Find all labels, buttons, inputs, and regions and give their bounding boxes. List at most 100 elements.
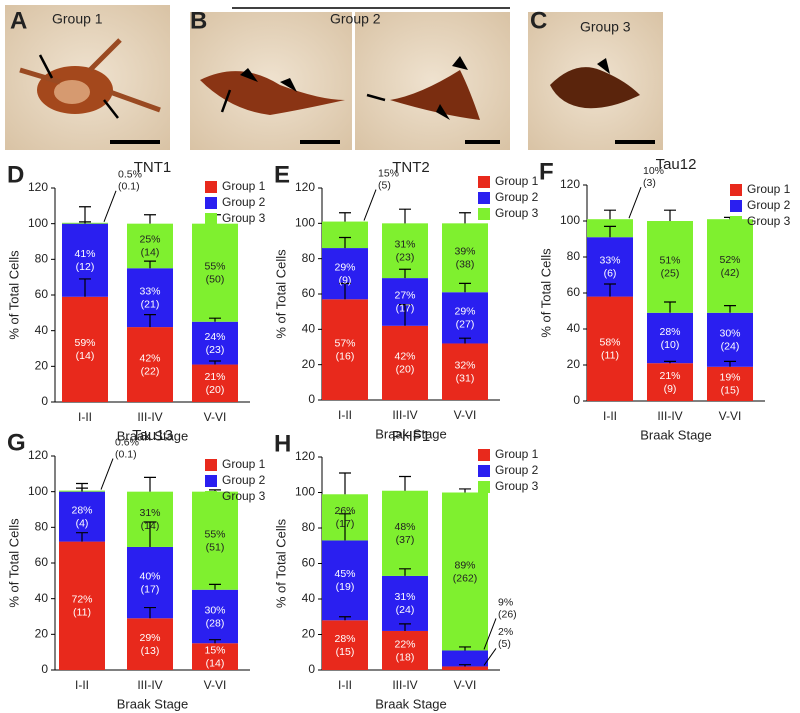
legend-label: Group 2 [495,190,539,204]
y-tick-label: 0 [573,393,580,407]
value-label: 58% [599,337,620,349]
count-label: (51) [206,541,225,553]
count-label: (10) [661,339,680,351]
value-label: 48% [394,521,415,533]
y-tick-label: 60 [302,556,316,570]
error-bar [339,236,351,249]
y-tick-label: 0 [41,662,48,676]
bar-segment [442,343,488,400]
error-bar [724,360,736,367]
legend-label: Group 2 [222,473,266,487]
leader-line [363,189,377,221]
chart-title: PHF1 [392,428,430,445]
legend-swatch [478,208,490,220]
error-bar [399,623,411,631]
chart-title: TNT2 [392,159,430,176]
legend-label: Group 1 [495,447,539,461]
error-bar [76,532,88,542]
x-tick-label: I-II [338,678,352,692]
count-label: (50) [206,273,225,285]
error-bar [459,664,471,667]
count-label: (14) [206,657,225,669]
value-label: 29% [139,632,160,644]
y-tick-label: 60 [35,555,49,569]
error-bar [339,282,351,300]
legend-label: Group 3 [747,214,791,228]
nucleus [54,80,90,104]
panel-letter: B [190,7,207,34]
micrographs: A Group 1 B Group 2 C Group 3 [5,5,663,150]
count-label: (23) [206,344,225,356]
error-bar [604,209,616,220]
legend-swatch [205,181,217,193]
y-tick-label: 0 [41,394,48,408]
y-tick-label: 80 [302,520,316,534]
count-label: (0.1) [115,448,137,460]
y-axis-label: % of Total Cells [6,250,21,340]
error-bar [144,214,156,224]
y-tick-label: 20 [302,357,316,371]
x-tick-label: V-VI [454,678,477,692]
error-bar [399,568,411,576]
error-bar [399,208,411,224]
count-label: (26) [498,608,517,620]
value-label: 33% [139,285,160,297]
bar-segment [442,292,488,344]
bar-segment [707,312,753,367]
count-label: (28) [206,617,225,629]
legend-label: Group 2 [222,195,266,209]
count-label: (16) [336,350,355,362]
chart-title: Tau13 [132,427,173,444]
value-label: 32% [454,360,475,372]
legend-swatch [730,200,742,212]
y-tick-label: 20 [302,627,316,641]
value-label: 55% [204,260,225,272]
y-tick-label: 0 [308,392,315,406]
error-bar [79,206,91,223]
value-label: 33% [599,255,620,267]
x-tick-label: III-IV [392,408,417,422]
bar-segment [192,223,238,322]
count-label: (24) [396,604,415,616]
error-bar [209,317,221,322]
bar-segment [442,666,488,670]
value-label: 28% [71,504,92,516]
count-label: (0.1) [118,181,140,193]
x-tick-label: III-IV [137,678,162,692]
count-label: (37) [396,534,415,546]
value-label: 9% [498,596,513,608]
error-bar [144,314,156,328]
value-label: 28% [659,326,680,338]
value-label: 45% [334,568,355,580]
error-bar [604,283,616,297]
micrograph-b2 [355,12,510,150]
error-bar [339,616,351,621]
count-label: (14) [141,520,160,532]
value-label: 42% [394,351,415,363]
bar-segment [322,540,368,621]
value-label: 19% [719,372,740,384]
bar-segment [192,589,238,644]
legend-swatch [478,449,490,461]
panel-letter: G [7,429,26,456]
arrow [38,54,119,119]
legend-swatch [205,197,217,209]
y-tick-label: 80 [35,252,49,266]
panel-letter: E [274,161,290,188]
y-tick-label: 120 [28,448,48,462]
panel-letter: H [274,430,291,457]
y-tick-label: 120 [295,449,315,463]
bar-segment [442,492,488,651]
y-tick-label: 120 [28,180,48,194]
value-label: 29% [454,306,475,318]
bar-segment [59,541,105,670]
panel-title: Group 2 [330,11,381,27]
count-label: (24) [721,341,740,353]
cell [200,71,345,115]
legend-swatch [478,176,490,188]
legend-swatch [730,184,742,196]
error-bar [339,212,351,222]
count-label: (17) [141,583,160,595]
bar-segment [647,221,693,313]
bar-segment [647,312,693,364]
